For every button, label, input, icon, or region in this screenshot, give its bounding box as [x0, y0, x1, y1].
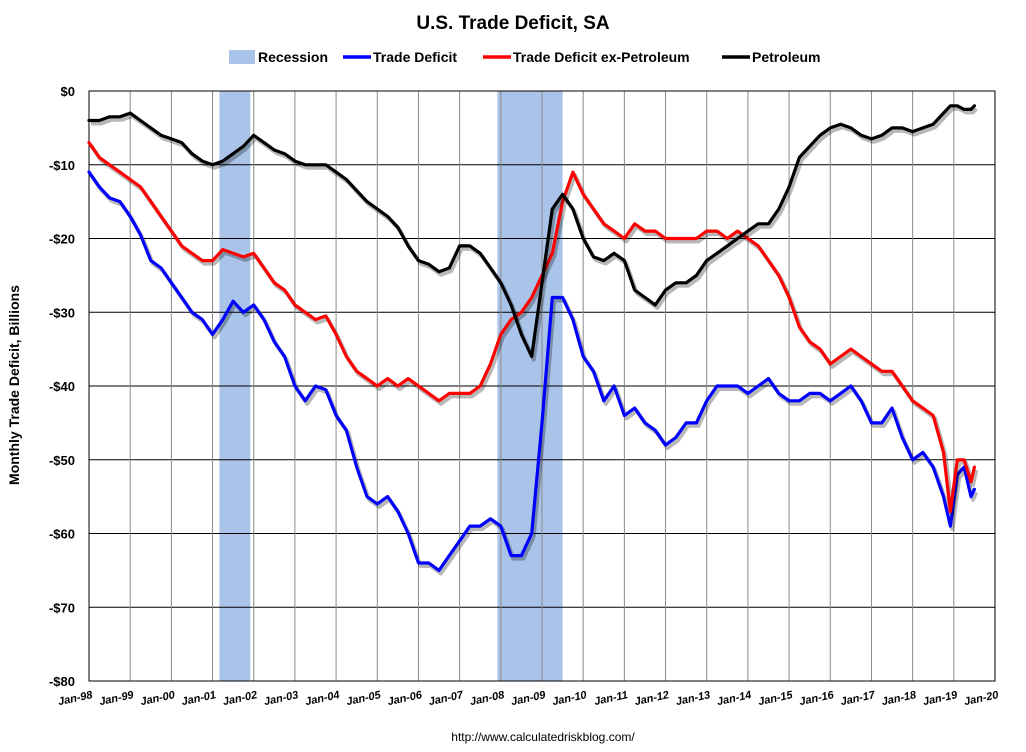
series-lines	[87, 104, 979, 576]
y-tick-label: -$70	[49, 600, 75, 615]
x-tick-label: Jan-98	[57, 689, 94, 708]
x-tick-label: Jan-17	[839, 689, 876, 708]
legend: Recession Trade Deficit Trade Deficit ex-P…	[229, 49, 820, 65]
y-tick-label: -$10	[49, 158, 75, 173]
x-tick-label: Jan-13	[675, 689, 712, 708]
legend-label-recession: Recession	[258, 49, 328, 65]
x-tick-label: Jan-16	[798, 689, 835, 708]
x-tick-label: Jan-06	[386, 689, 423, 708]
x-tick-label: Jan-03	[263, 689, 300, 708]
x-tick-label: Jan-12	[634, 689, 671, 708]
y-tick-label: -$50	[49, 453, 75, 468]
x-tick-label: Jan-10	[551, 689, 588, 708]
y-tick-label: -$20	[49, 232, 75, 247]
x-tick-label: Jan-18	[881, 689, 918, 708]
chart-title: U.S. Trade Deficit, SA	[416, 13, 609, 34]
x-tick-label: Jan-04	[304, 689, 341, 708]
x-tick-label: Jan-05	[345, 689, 382, 708]
x-tick-label: Jan-11	[593, 689, 629, 708]
source-url: http://www.calculatedriskblog.com/	[451, 730, 635, 744]
series-shadow-petroleum	[91, 106, 978, 362]
x-tick-label: Jan-00	[139, 689, 176, 708]
y-tick-label: -$40	[49, 379, 75, 394]
x-tick-label: Jan-20	[963, 689, 1000, 708]
x-tick-label: Jan-07	[428, 689, 465, 708]
series-line-trade-deficit	[87, 170, 977, 573]
x-tick-label: Jan-09	[510, 689, 547, 708]
y-tick-label: -$80	[49, 674, 75, 689]
y-tick-label: -$30	[49, 305, 75, 320]
x-axis-ticks: Jan-98 Jan-99 Jan-00 Jan-01 Jan-02 Jan-03 Jan-…	[57, 689, 1000, 708]
legend-label-trade-deficit-ex-petroleum: Trade Deficit ex-Petroleum	[513, 49, 690, 65]
plot-area	[88, 90, 996, 682]
x-tick-label: Jan-15	[757, 689, 794, 708]
x-tick-label: Jan-19	[922, 689, 959, 708]
y-axis-label: Monthly Trade Deficit, Billions	[6, 285, 22, 485]
y-tick-label: $0	[61, 84, 75, 99]
y-tick-label: -$60	[49, 527, 75, 542]
x-tick-label: Jan-14	[716, 689, 753, 708]
x-tick-label: Jan-08	[469, 689, 506, 708]
y-axis-ticks: $0 -$10 -$20 -$30 -$40 -$50 -$60 -$70 -$80	[49, 84, 75, 689]
series-line-petroleum	[87, 104, 977, 359]
legend-label-petroleum: Petroleum	[752, 49, 820, 65]
x-tick-label: Jan-02	[222, 689, 259, 708]
x-tick-label: Jan-01	[181, 689, 218, 708]
legend-label-trade-deficit: Trade Deficit	[373, 49, 457, 65]
x-tick-label: Jan-99	[98, 689, 135, 708]
legend-swatch-recession	[229, 50, 255, 64]
